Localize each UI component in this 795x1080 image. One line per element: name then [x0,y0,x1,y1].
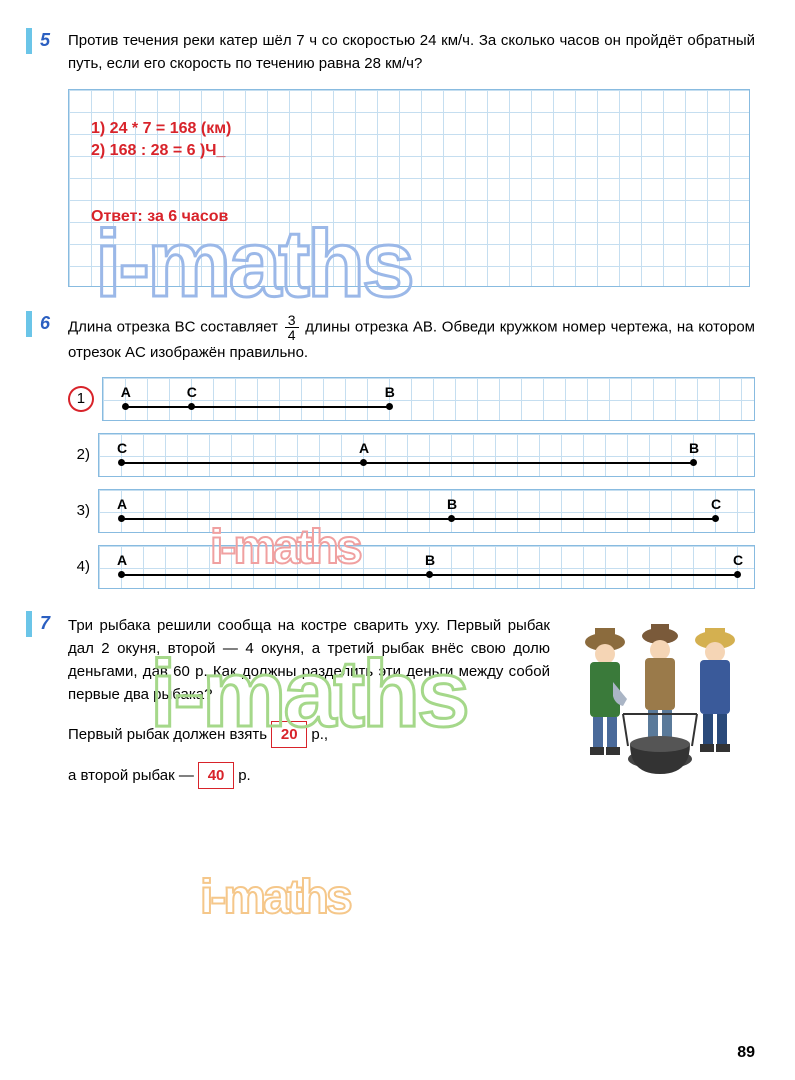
point-label: B [447,496,457,512]
segment-point [386,403,393,410]
solution-line-2: 2) 168 : 28 = 6 )Ч_ [91,142,225,160]
point-label: A [121,384,131,400]
page-number: 89 [737,1044,755,1062]
point-label: C [711,496,721,512]
segment-point [712,515,719,522]
diagram-grid: CAB [98,433,755,477]
segment-point [188,403,195,410]
point-label: A [117,496,127,512]
segment-line [121,462,693,465]
diagram-row: 1 A C B [68,377,755,421]
task-text-block: Три рыбака решили сообща на костре свари… [68,614,550,790]
diagrams-container: 1 A C B 2) C A B 3) A B C 4) A B C [40,377,755,589]
solution-grid: 1) 24 * 7 = 168 (км) 2) 168 : 28 = 6 )Ч_… [68,89,750,287]
diagram-grid: ACB [102,377,755,421]
segment-point [690,459,697,466]
point-label: A [359,440,369,456]
problem-text: Три рыбака решили сообща на костре свари… [68,614,550,707]
task-header: 5 Против течения реки катер шёл 7 ч со с… [40,30,755,75]
task-number: 7 [40,613,58,634]
answer-line-1: Первый рыбак должен взять 20 р., [68,721,550,748]
diagram-row: 4) A B C [68,545,755,589]
task-6: 6 Длина отрезка BC составляет 34 длины о… [40,313,755,589]
text-part: Длина отрезка BC составляет [68,318,283,335]
segment-point [360,459,367,466]
answer-box: 20 [271,721,307,748]
fraction-numerator: 3 [285,313,299,328]
fraction: 34 [285,313,299,342]
watermark: i-maths [200,870,350,925]
task-7: 7 Три рыбака решили сообща на костре сва… [40,613,755,790]
diagram-grid: A B C [98,545,755,589]
task-header: 6 Длина отрезка BC составляет 34 длины о… [40,313,755,365]
diagram-number: 2) [68,446,90,463]
diagram-number-circled: 1 [68,386,94,412]
task-body: Три рыбака решили сообща на костре свари… [68,614,755,790]
diagram-row: 3) A B C [68,489,755,533]
segment-point [118,515,125,522]
unit: р. [238,767,251,784]
diagram-number: 3) [68,502,90,519]
unit: р., [311,726,328,743]
answer-box: 40 [198,762,234,789]
point-label: C [733,552,743,568]
label: Первый рыбак должен взять [68,726,271,743]
point-label: C [187,384,197,400]
task-text: Против течения реки катер шёл 7 ч со ско… [68,30,755,75]
segment-line [125,406,389,409]
point-label: A [117,552,127,568]
answer-line-2: а второй рыбак — 40 р. [68,762,550,789]
fraction-denominator: 4 [285,328,299,342]
segment-point [426,571,433,578]
task-text: Длина отрезка BC составляет 34 длины отр… [68,313,755,365]
task-number: 5 [40,30,58,51]
segment-line [121,518,715,521]
point-label: C [117,440,127,456]
segment-point [448,515,455,522]
solution-line-1: 1) 24 * 7 = 168 (км) [91,120,231,138]
diagram-number: 4) [68,558,90,575]
segment-point [118,571,125,578]
task-number: 6 [40,313,58,334]
point-label: B [385,384,395,400]
diagram-grid: A B C [98,489,755,533]
segment-point [122,403,129,410]
solution-answer: Ответ: за 6 часов [91,208,228,226]
point-label: B [425,552,435,568]
segment-point [734,571,741,578]
point-label: B [689,440,699,456]
fishermen-illustration [565,614,755,784]
label: а второй рыбак — [68,767,198,784]
segment-point [118,459,125,466]
diagram-row: 2) C A B [68,433,755,477]
task-5: 5 Против течения реки катер шёл 7 ч со с… [40,30,755,287]
